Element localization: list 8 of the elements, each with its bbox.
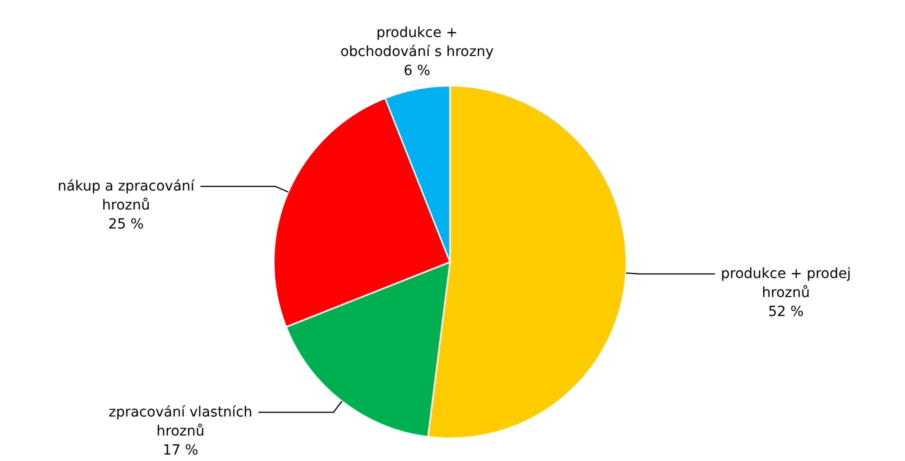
- data-label: 17 %: [162, 442, 198, 458]
- slice-label: produkce + prodej hroznů: [720, 266, 851, 302]
- slice-label: zpracování vlastních hroznů: [108, 404, 252, 440]
- slice-label: nákup a zpracování hroznů: [58, 178, 196, 214]
- slice-label: produkce + obchodování s hrozny: [340, 25, 494, 60]
- data-label: 6 %: [404, 63, 430, 80]
- data-label: 25 %: [108, 216, 144, 233]
- data-label: 52 %: [768, 304, 804, 320]
